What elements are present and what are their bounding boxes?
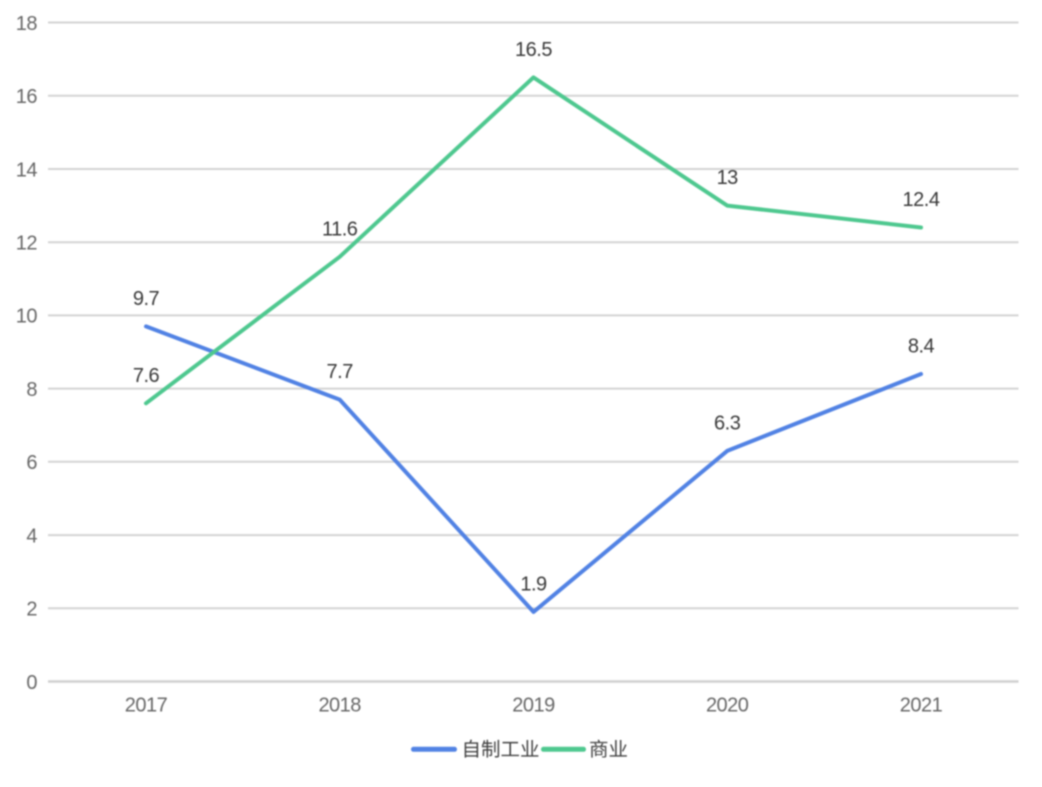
svg-text:18: 18 — [16, 13, 38, 35]
svg-text:2020: 2020 — [706, 695, 749, 717]
svg-text:2018: 2018 — [318, 695, 361, 717]
svg-text:1.9: 1.9 — [520, 573, 547, 595]
svg-text:13: 13 — [717, 167, 739, 189]
svg-text:2021: 2021 — [900, 695, 943, 717]
svg-text:4: 4 — [26, 525, 37, 547]
svg-text:14: 14 — [16, 159, 38, 181]
svg-text:6.3: 6.3 — [714, 412, 741, 434]
svg-text:0: 0 — [26, 672, 37, 694]
svg-text:9.7: 9.7 — [133, 288, 160, 310]
svg-text:8: 8 — [26, 379, 37, 401]
svg-text:16.5: 16.5 — [515, 39, 552, 61]
svg-text:6: 6 — [26, 452, 37, 474]
svg-text:12.4: 12.4 — [903, 189, 940, 211]
svg-text:16: 16 — [16, 86, 38, 108]
svg-text:2: 2 — [26, 599, 37, 621]
svg-text:12: 12 — [16, 233, 38, 255]
svg-text:8.4: 8.4 — [908, 336, 935, 358]
svg-text:10: 10 — [16, 306, 38, 328]
svg-text:7.7: 7.7 — [327, 361, 354, 383]
svg-text:11.6: 11.6 — [322, 218, 358, 240]
svg-text:2019: 2019 — [512, 695, 555, 717]
svg-text:2017: 2017 — [125, 695, 168, 717]
svg-text:7.6: 7.6 — [133, 365, 160, 387]
